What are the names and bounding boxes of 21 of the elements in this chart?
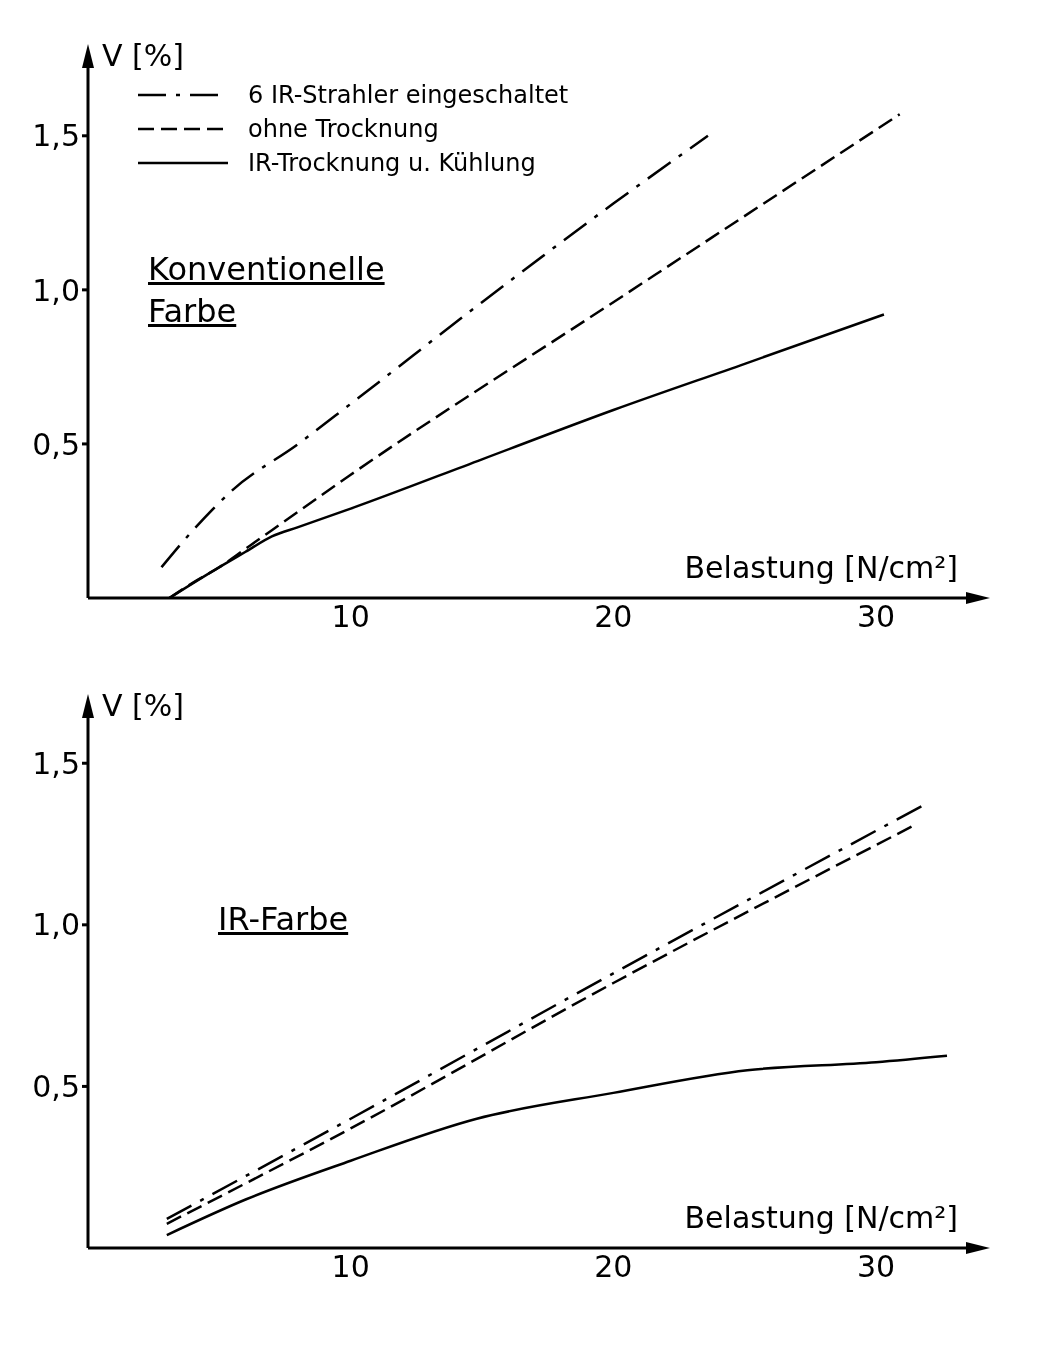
x-axis-title: Belastung [N/cm²] <box>684 1200 958 1235</box>
y-axis-title: V [%] <box>102 38 184 73</box>
y-tick-label: 1,0 <box>32 907 80 943</box>
x-tick-label: 30 <box>856 1249 896 1285</box>
legend-label: ohne Trocknung <box>248 115 439 143</box>
legend-label: IR-Trocknung u. Kühlung <box>248 149 536 177</box>
y-tick-label: 0,5 <box>32 1069 80 1105</box>
annotation: IR-Farbe <box>218 900 349 938</box>
legend-label: 6 IR-Strahler eingeschaltet <box>248 81 569 109</box>
y-tick-label: 1,5 <box>32 118 80 154</box>
x-tick-label: 20 <box>594 1249 633 1285</box>
y-tick-label: 1,5 <box>32 745 80 781</box>
annotation: Konventionelle Farbe <box>148 250 385 330</box>
y-tick-label: 0,5 <box>32 426 80 462</box>
x-tick-label: 20 <box>594 599 633 635</box>
y-axis-title: V [%] <box>102 688 184 723</box>
x-tick-label: 10 <box>331 1249 370 1285</box>
y-tick-label: 1,0 <box>32 272 80 308</box>
x-tick-label: 10 <box>331 599 370 635</box>
x-axis-title: Belastung [N/cm²] <box>684 550 958 585</box>
x-tick-label: 30 <box>856 599 896 635</box>
